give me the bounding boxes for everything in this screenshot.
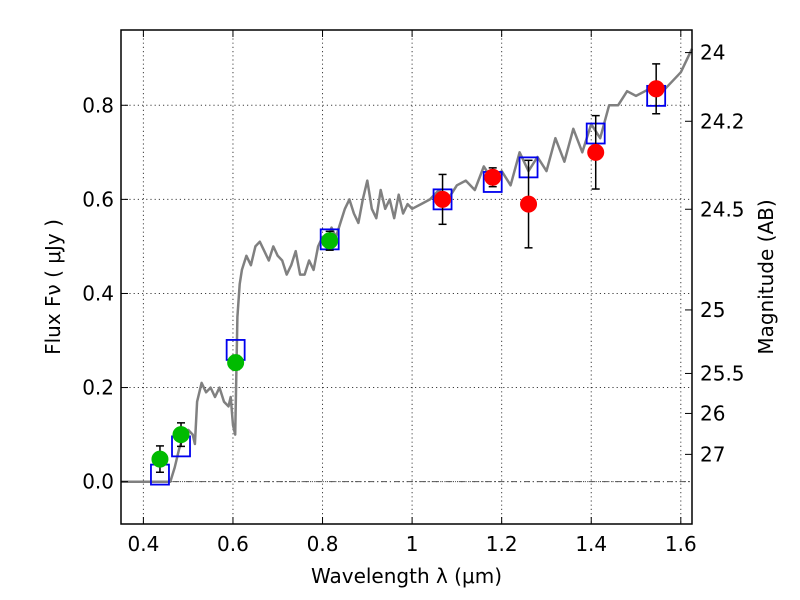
observed-flux-point	[484, 168, 502, 186]
x-tick-label: 1.4	[575, 532, 607, 556]
plot-frame	[120, 29, 693, 525]
y2-tick-label: 26	[700, 401, 725, 425]
y-tick-label: 0.2	[82, 376, 114, 400]
y-tick-label: 0.4	[82, 281, 114, 305]
data-markers	[150, 63, 667, 486]
y-tick-label: 0.0	[82, 470, 114, 494]
observed-flux-point	[520, 195, 538, 213]
observed-flux-point	[151, 450, 169, 468]
y2-tick-label: 25.5	[700, 361, 745, 385]
observed-flux-point	[227, 354, 245, 372]
observed-flux-point	[587, 143, 605, 161]
observed-flux-point	[434, 190, 452, 208]
grid-lines	[121, 30, 692, 524]
model-spectrum	[121, 48, 694, 483]
observed-flux-point	[647, 80, 665, 98]
x-tick-label: 1.2	[486, 532, 518, 556]
x-tick-label: 0.8	[307, 532, 339, 556]
y2-tick-label: 25	[700, 298, 725, 322]
x-tick-label: 0.4	[127, 532, 159, 556]
axis-ticks: 0.4 0.6 0.8 1 1.2 1.4 1.6 0.0 0.2 0.4 0.6 0.8 24 24.2…	[82, 30, 745, 556]
x-axis-label: Wavelength λ (μm)	[311, 564, 502, 588]
observed-flux-point	[172, 426, 190, 444]
right-axis-label: Magnitude (AB)	[754, 199, 778, 354]
x-tick-label: 0.6	[217, 532, 249, 556]
y-axis-label: Flux Fν ( μJy )	[41, 219, 65, 355]
y2-tick-label: 24	[700, 41, 725, 65]
spectrum-line	[121, 48, 694, 483]
x-tick-label: 1.6	[665, 532, 697, 556]
observed-flux-point	[321, 232, 339, 250]
x-tick-label: 1	[406, 532, 419, 556]
y-tick-label: 0.6	[82, 187, 114, 211]
y2-tick-label: 27	[700, 442, 725, 466]
y-tick-label: 0.8	[82, 93, 114, 117]
y2-tick-label: 24.5	[700, 197, 745, 221]
y2-tick-label: 24.2	[700, 109, 745, 133]
